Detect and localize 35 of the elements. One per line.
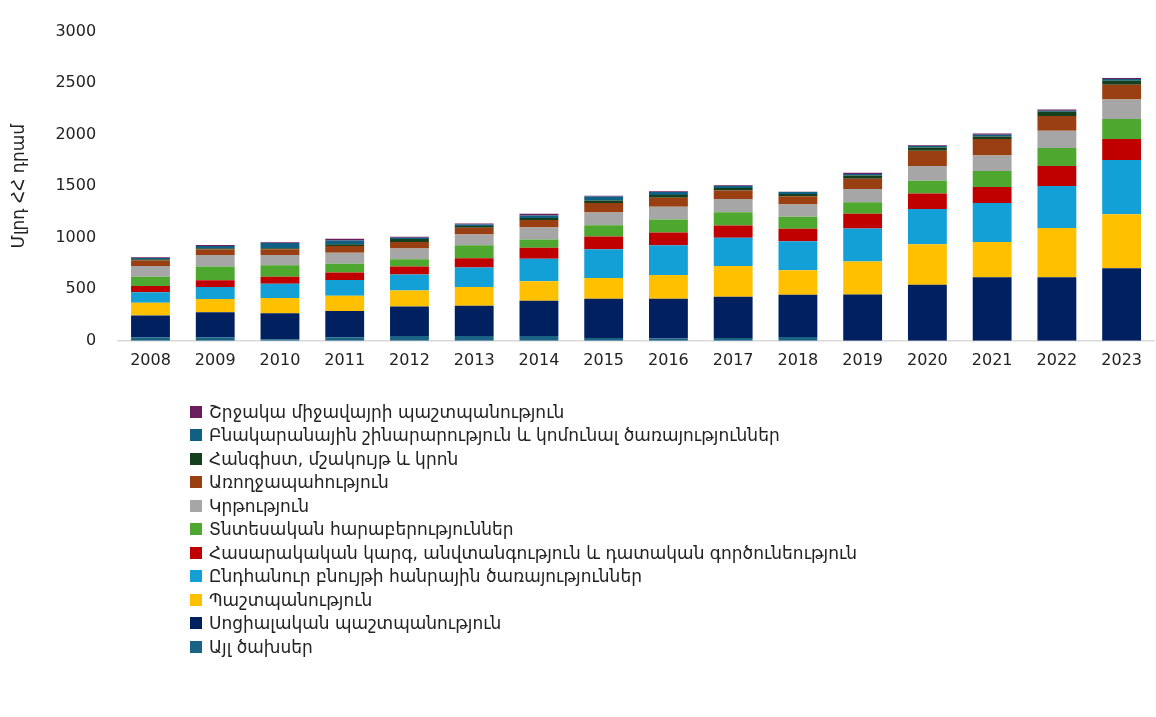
x-tick-label: 2020 xyxy=(907,349,948,369)
x-tick-label: 2013 xyxy=(453,349,495,369)
x-tick-label: 2014 xyxy=(518,349,560,369)
x-tick-label: 2023 xyxy=(1101,349,1142,369)
x-tick-label: 2008 xyxy=(130,349,171,369)
legend-label: Կրթություն xyxy=(209,495,310,516)
y-tick-label: 1500 xyxy=(55,175,97,195)
legend-label: Սոցիալական պաշտպանություն xyxy=(209,613,502,634)
legend-label: Շրջակա միջավայրի պաշտպանություն xyxy=(209,401,565,422)
y-tick-label: 0 xyxy=(85,329,97,349)
legend-label: Պաշտպանություն xyxy=(209,589,373,610)
legend-label: Այլ ծախսեր xyxy=(209,636,313,657)
y-tick-label: 3000 xyxy=(55,20,97,40)
x-tick-label: 2011 xyxy=(324,349,366,369)
y-axis-title: Մլրդ ՀՀ դրամ xyxy=(7,123,28,249)
y-tick-label: 2500 xyxy=(55,72,97,92)
x-tick-label: 2019 xyxy=(842,349,884,369)
legend-label: Բնակարանային շինարարություն և կոմունալ ծառայություններ xyxy=(209,425,780,446)
y-tick-label: 2000 xyxy=(55,123,97,143)
x-tick-label: 2021 xyxy=(971,349,1013,369)
x-tick-label: 2012 xyxy=(389,349,430,369)
x-tick-label: 2016 xyxy=(648,349,689,369)
y-tick-label: 500 xyxy=(65,278,97,298)
legend-label: Հանգիստ, մշակույթ և կրոն xyxy=(209,448,459,469)
legend-label: Ընդհանուր բնույթի հանրային ծառայություններ xyxy=(209,566,642,587)
x-tick-label: 2015 xyxy=(583,349,625,369)
legend-label: Տնտեսական հարաբերություններ xyxy=(209,519,514,540)
legend-label: Առողջապահություն xyxy=(209,472,389,493)
x-tick-label: 2009 xyxy=(194,349,236,369)
legend-label: Հասարակական կարգ, անվտանգություն և դատական գործունեություն xyxy=(209,542,858,563)
x-tick-label: 2017 xyxy=(712,349,754,369)
x-tick-label: 2022 xyxy=(1036,349,1078,369)
x-tick-label: 2018 xyxy=(777,349,819,369)
y-tick-label: 1000 xyxy=(55,226,97,246)
x-tick-label: 2010 xyxy=(259,349,301,369)
